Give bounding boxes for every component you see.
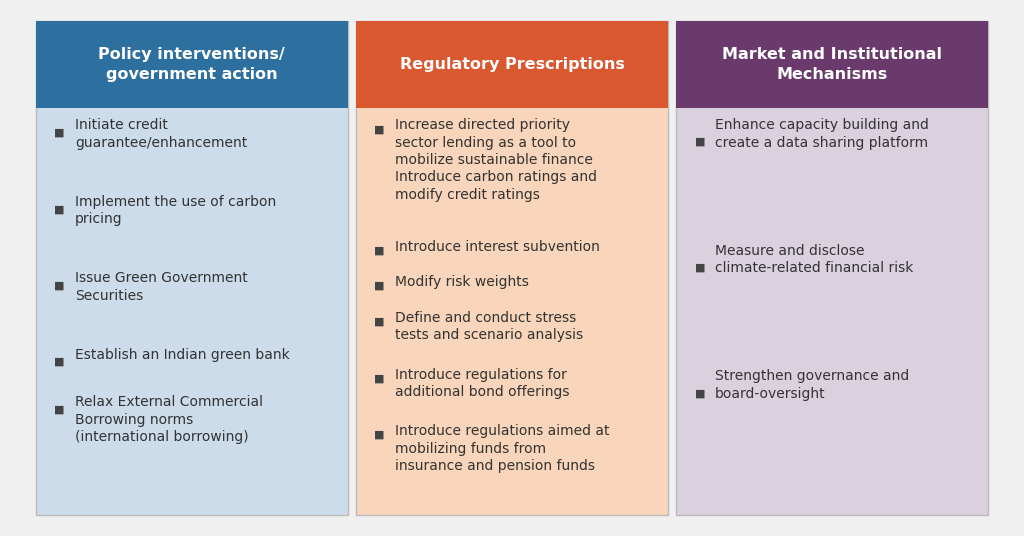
Text: Market and Institutional
Mechanisms: Market and Institutional Mechanisms (722, 47, 942, 83)
Text: ■: ■ (375, 316, 385, 326)
Text: ■: ■ (375, 281, 385, 291)
Text: ■: ■ (54, 405, 65, 415)
Bar (36, 21, 348, 515)
Bar (356, 21, 668, 515)
Text: Increase directed priority
sector lending as a tool to
mobilize sustainable fina: Increase directed priority sector lendin… (395, 118, 597, 202)
Bar (356, 21, 668, 108)
Text: ■: ■ (375, 430, 385, 440)
Text: ■: ■ (54, 204, 65, 214)
Text: ■: ■ (694, 263, 706, 273)
Text: ■: ■ (375, 373, 385, 383)
Text: ■: ■ (54, 281, 65, 291)
Bar (676, 21, 988, 108)
Bar (36, 21, 348, 108)
Text: Measure and disclose
climate-related financial risk: Measure and disclose climate-related fin… (715, 244, 913, 276)
Text: Introduce regulations for
additional bond offerings: Introduce regulations for additional bon… (395, 368, 569, 399)
Text: ■: ■ (54, 357, 65, 367)
Text: Relax External Commercial
Borrowing norms
(international borrowing): Relax External Commercial Borrowing norm… (75, 395, 263, 444)
Text: ■: ■ (694, 388, 706, 398)
Text: ■: ■ (375, 245, 385, 256)
Text: Define and conduct stress
tests and scenario analysis: Define and conduct stress tests and scen… (395, 310, 583, 342)
Text: ■: ■ (694, 137, 706, 147)
Text: ■: ■ (54, 128, 65, 138)
Bar (676, 21, 988, 515)
Text: Enhance capacity building and
create a data sharing platform: Enhance capacity building and create a d… (715, 118, 929, 150)
Text: Regulatory Prescriptions: Regulatory Prescriptions (399, 57, 625, 72)
Text: Introduce interest subvention: Introduce interest subvention (395, 240, 600, 254)
Text: ■: ■ (375, 124, 385, 134)
Text: Introduce regulations aimed at
mobilizing funds from
insurance and pension funds: Introduce regulations aimed at mobilizin… (395, 425, 609, 473)
Text: Modify risk weights: Modify risk weights (395, 275, 528, 289)
Text: Implement the use of carbon
pricing: Implement the use of carbon pricing (75, 195, 276, 226)
Text: Establish an Indian green bank: Establish an Indian green bank (75, 348, 290, 362)
Text: Initiate credit
guarantee/enhancement: Initiate credit guarantee/enhancement (75, 118, 247, 150)
Text: Strengthen governance and
board-oversight: Strengthen governance and board-oversigh… (715, 369, 909, 401)
Text: Policy interventions/
government action: Policy interventions/ government action (98, 47, 286, 83)
Text: Issue Green Government
Securities: Issue Green Government Securities (75, 271, 248, 303)
